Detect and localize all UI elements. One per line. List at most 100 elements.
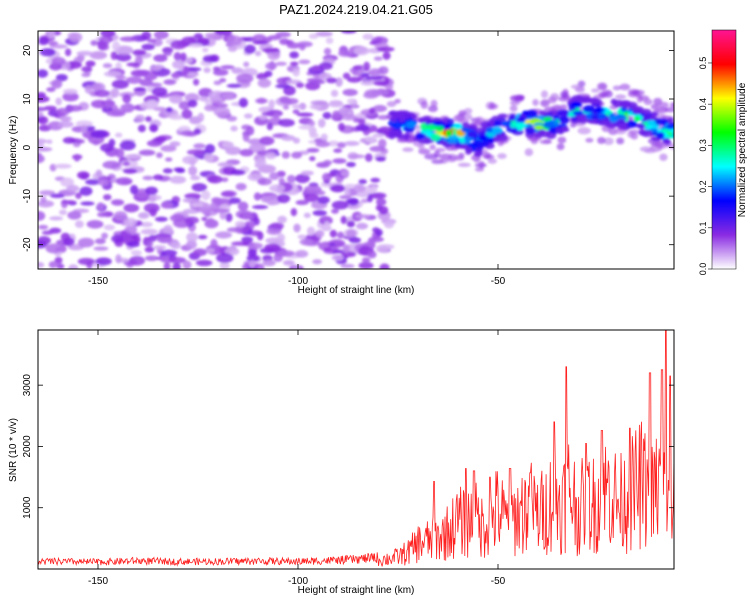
heatmap-cell bbox=[525, 109, 538, 118]
heatmap-cell bbox=[38, 142, 45, 148]
heatmap-cell bbox=[497, 140, 504, 147]
heatmap-cell bbox=[204, 152, 215, 162]
colorbar-frame bbox=[711, 29, 737, 270]
colorbar-label: Normalized spectral amplitude bbox=[737, 82, 748, 217]
heatmap-cell bbox=[81, 66, 93, 73]
heatmap-cell bbox=[457, 162, 471, 168]
heatmap-cell bbox=[77, 237, 95, 248]
heatmap-cell bbox=[93, 246, 109, 251]
heatmap-cell bbox=[230, 169, 246, 175]
heatmap-cell bbox=[188, 43, 203, 48]
heatmap-cell bbox=[665, 132, 674, 139]
heatmap-cell bbox=[153, 106, 166, 111]
heatmap-cell bbox=[255, 97, 268, 104]
heatmap-cell bbox=[165, 107, 173, 113]
heatmap-cell bbox=[509, 95, 524, 101]
heatmap-cell bbox=[219, 77, 227, 83]
heatmap-cell bbox=[221, 141, 235, 149]
heatmap-cell bbox=[360, 72, 370, 79]
snr-panel: -150 -100 -50 1000 2000 3000 Height of strai… bbox=[8, 329, 675, 596]
heatmap-cell bbox=[473, 157, 480, 163]
heatmap-x-ticks: -150 -100 -50 bbox=[88, 31, 506, 287]
heatmap-cell bbox=[59, 209, 67, 216]
heatmap-cell bbox=[259, 136, 275, 146]
heatmap-cell bbox=[491, 115, 501, 120]
heatmap-cell bbox=[212, 208, 230, 213]
heatmap-cell bbox=[632, 106, 645, 114]
heatmap-cell bbox=[299, 238, 313, 246]
heatmap-cell bbox=[60, 177, 75, 188]
heatmap-cell bbox=[295, 250, 309, 258]
heatmap-cell bbox=[97, 212, 107, 218]
heatmap-cell bbox=[317, 196, 330, 204]
heatmap-cell bbox=[555, 127, 563, 134]
heatmap-cell bbox=[235, 182, 247, 191]
heatmap-cell bbox=[50, 193, 65, 198]
heatmap-cell bbox=[328, 101, 344, 108]
heatmap-cell bbox=[246, 125, 255, 136]
heatmap-cell bbox=[272, 113, 280, 119]
heatmap-cell bbox=[541, 99, 549, 107]
heatmap-cell bbox=[539, 110, 547, 116]
heatmap-cell bbox=[181, 109, 193, 120]
heatmap-cell bbox=[182, 260, 192, 269]
heatmap-cell bbox=[213, 106, 231, 117]
heatmap-cell bbox=[61, 199, 77, 205]
heatmap-cell bbox=[306, 226, 315, 236]
heatmap-cell bbox=[369, 145, 386, 152]
snr-x-axis-label: Height of straight line (km) bbox=[298, 585, 415, 596]
heatmap-cell bbox=[234, 220, 246, 228]
heatmap-cell bbox=[615, 94, 627, 100]
heatmap-cell bbox=[312, 210, 327, 217]
heatmap-cell bbox=[251, 205, 269, 210]
heatmap-cell bbox=[340, 215, 347, 225]
heatmap-cell bbox=[269, 172, 280, 181]
heatmap-cell bbox=[315, 229, 325, 238]
heatmap-cell bbox=[277, 193, 291, 204]
heatmap-cell bbox=[291, 104, 307, 109]
heatmap-cell bbox=[265, 62, 277, 70]
heatmap-cell bbox=[262, 259, 276, 267]
heatmap-cell bbox=[267, 50, 281, 61]
heatmap-cell bbox=[79, 186, 93, 196]
heatmap-cell bbox=[612, 85, 622, 91]
heatmap-cell bbox=[367, 250, 377, 259]
heatmap-cell bbox=[396, 134, 408, 140]
heatmap-cell bbox=[329, 229, 337, 238]
heatmap-cell bbox=[602, 89, 612, 95]
heatmap-cell bbox=[591, 114, 599, 120]
heatmap-cell bbox=[227, 35, 243, 46]
heatmap-cell bbox=[156, 152, 163, 159]
heatmap-cell bbox=[182, 65, 190, 76]
heatmap-cell bbox=[346, 161, 356, 168]
heatmap-cell bbox=[423, 137, 432, 145]
heatmap-cell bbox=[38, 95, 50, 103]
heatmap-cell bbox=[278, 250, 295, 257]
heatmap-cell bbox=[225, 247, 240, 256]
heatmap-cell bbox=[292, 109, 300, 115]
heatmap-cell bbox=[368, 107, 376, 115]
heatmap-cell bbox=[315, 141, 331, 148]
snr-y-ticks: 1000 2000 3000 bbox=[22, 374, 674, 519]
heatmap-cell bbox=[153, 54, 168, 63]
heatmap-cell bbox=[426, 119, 434, 125]
heatmap-cell bbox=[532, 98, 539, 107]
heatmap-cell bbox=[137, 124, 146, 133]
heatmap-cell bbox=[543, 121, 555, 129]
heatmap-cell bbox=[122, 168, 138, 174]
heatmap-cell bbox=[193, 128, 202, 135]
heatmap-cell bbox=[478, 160, 485, 169]
heatmap-cell bbox=[186, 239, 197, 250]
y-tick-label: 1000 bbox=[22, 496, 33, 519]
heatmap-cell bbox=[473, 120, 483, 127]
heatmap-cell bbox=[258, 115, 268, 120]
heatmap-cell bbox=[330, 184, 346, 193]
heatmap-cell bbox=[90, 99, 108, 109]
heatmap-cell bbox=[147, 100, 159, 109]
heatmap-cell bbox=[204, 104, 217, 112]
heatmap-cell bbox=[366, 75, 383, 80]
heatmap-cell bbox=[435, 125, 445, 133]
heatmap-cell bbox=[358, 179, 367, 185]
heatmap-cell bbox=[373, 56, 383, 61]
heatmap-cell bbox=[394, 98, 401, 104]
